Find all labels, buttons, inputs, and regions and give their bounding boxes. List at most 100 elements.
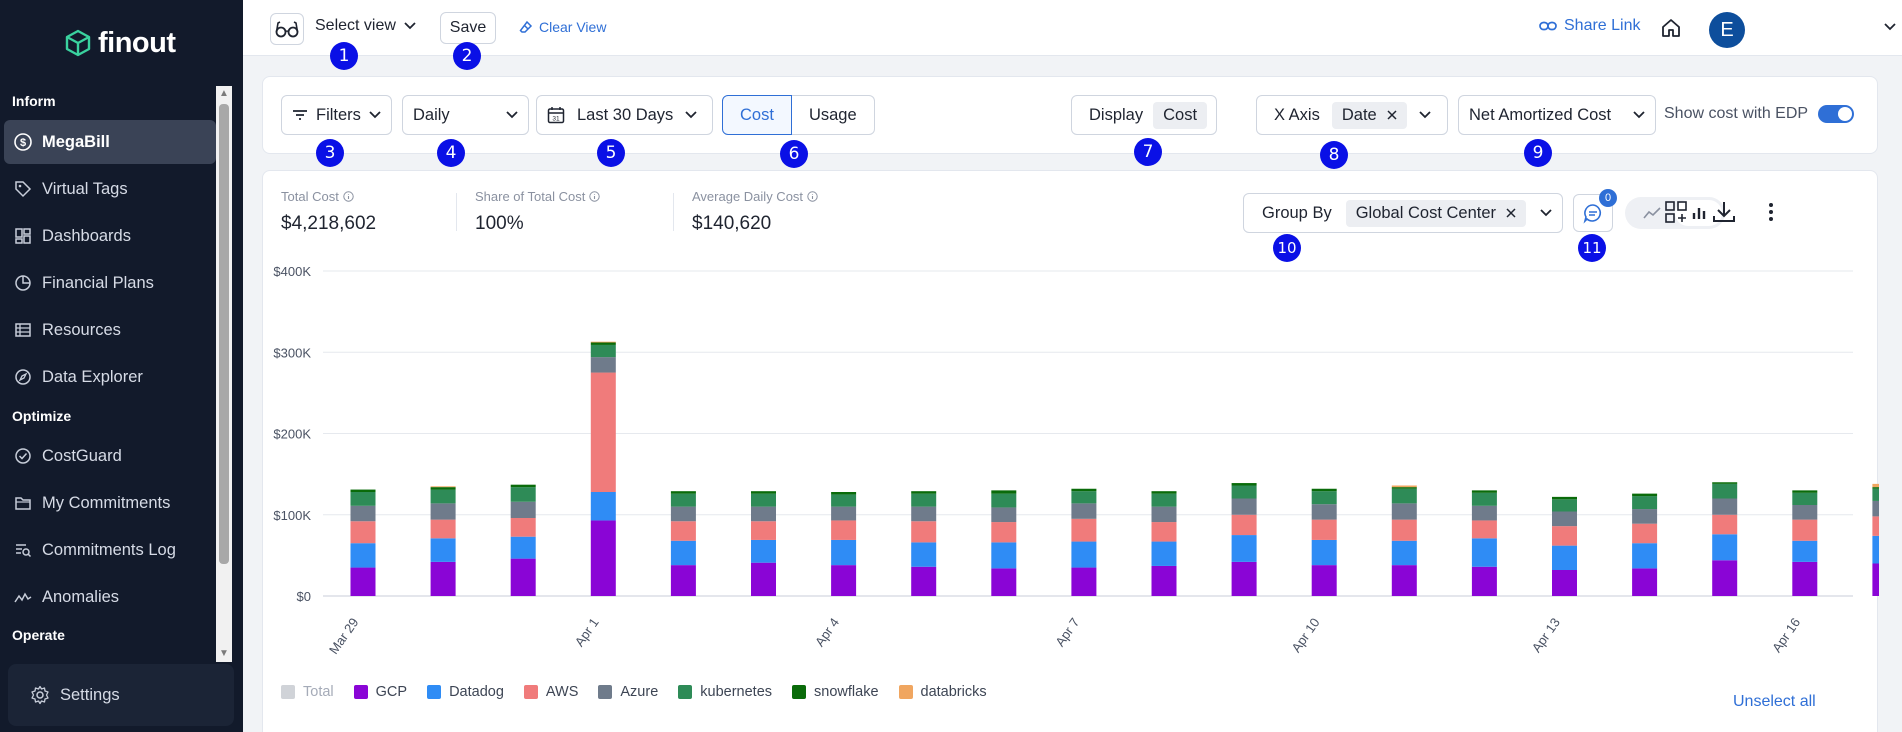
chevron-down-icon[interactable]: [1883, 20, 1897, 34]
bar-segment-datadog: [1872, 535, 1879, 564]
bar-segment-azure: [911, 506, 937, 522]
bar-segment-datadog: [1391, 540, 1417, 566]
bar-segment-gcp: [1391, 565, 1417, 596]
tag-icon: [15, 181, 32, 198]
x-tick-label: Apr 1: [572, 615, 602, 649]
bar-segment-datadog: [1471, 538, 1497, 567]
legend-item[interactable]: Total: [281, 684, 334, 700]
group-by-value-chip: Global Cost Center: [1345, 199, 1527, 227]
x-tick-label: Mar 29: [326, 615, 361, 657]
section-optimize: Optimize: [12, 408, 72, 424]
bar-segment-aws: [1071, 518, 1097, 542]
legend-item[interactable]: Azure: [598, 684, 658, 700]
bar-segment-snowflake: [1792, 490, 1818, 493]
sidebar-item-anomalies[interactable]: Anomalies: [4, 575, 216, 619]
scroll-thumb[interactable]: [219, 104, 229, 564]
bar-segment-azure: [1632, 509, 1658, 524]
sidebar-item-my-commitments[interactable]: My Commitments: [4, 481, 216, 525]
stat-value: 100%: [475, 213, 524, 234]
display-select[interactable]: Display Cost: [1071, 95, 1217, 135]
sidebar-item-resources[interactable]: Resources: [4, 308, 216, 352]
sidebar-item-data-explorer[interactable]: Data Explorer: [4, 355, 216, 399]
close-icon[interactable]: [1506, 208, 1516, 218]
granularity-select[interactable]: Daily: [402, 95, 529, 135]
bar-segment-aws: [751, 521, 776, 540]
chevron-down-icon: [404, 22, 416, 30]
x-axis-value-chip: Date: [1331, 101, 1407, 129]
bar-segment-snowflake: [831, 492, 857, 495]
svg-text:$: $: [20, 137, 26, 149]
legend-item[interactable]: Datadog: [427, 684, 504, 700]
bar-segment-gcp: [1311, 565, 1337, 596]
tab-cost[interactable]: Cost: [722, 95, 792, 135]
more-vertical-icon[interactable]: [1758, 199, 1784, 225]
folder-icon: [15, 497, 31, 510]
stat-share-label-row: Share of Total Cost: [475, 189, 601, 204]
legend-label: kubernetes: [700, 684, 773, 700]
view-glasses-button[interactable]: [270, 13, 304, 45]
add-to-dashboard-icon[interactable]: [1663, 199, 1689, 225]
bar-segment-databricks: [1872, 483, 1879, 488]
group-by-select[interactable]: Group By Global Cost Center: [1243, 193, 1564, 233]
bar-segment-gcp: [831, 565, 857, 596]
glasses-icon: [275, 21, 299, 38]
info-icon[interactable]: [589, 191, 601, 202]
legend-item[interactable]: databricks: [898, 684, 987, 700]
user-avatar[interactable]: E: [1709, 12, 1745, 48]
sidebar-item-dashboards[interactable]: Dashboards: [4, 214, 216, 258]
scroll-up-arrow-icon[interactable]: ▲: [219, 88, 229, 99]
sidebar-item-virtual-tags[interactable]: Virtual Tags: [4, 167, 216, 211]
settings-button[interactable]: Settings: [8, 664, 234, 726]
share-link-button[interactable]: Share Link: [1539, 17, 1641, 35]
bar-segment-azure: [831, 506, 857, 521]
legend-item[interactable]: kubernetes: [678, 684, 772, 700]
bar-segment-kubernetes: [670, 493, 696, 507]
comments-button[interactable]: [1573, 194, 1613, 232]
date-range-select[interactable]: 31 Last 30 Days: [536, 95, 713, 135]
chart-card: Total Cost $4,218,602 Share of Total Cos…: [262, 170, 1879, 732]
bar-segment-aws: [1151, 522, 1177, 542]
legend-item[interactable]: snowflake: [792, 684, 879, 700]
clear-view-button[interactable]: Clear View: [519, 19, 606, 35]
x-tick-label: Apr 7: [1052, 615, 1082, 649]
bar-segment-kubernetes: [991, 493, 1017, 508]
home-icon[interactable]: [1659, 16, 1683, 40]
sidebar-item-costguard[interactable]: CostGuard: [4, 434, 216, 478]
bar-segment-kubernetes: [350, 492, 376, 506]
line-chart-option[interactable]: [1628, 200, 1675, 226]
x-axis-select[interactable]: X Axis Date: [1256, 95, 1448, 135]
bar-segment-kubernetes: [1471, 492, 1497, 506]
sidebar-item-commitments-log[interactable]: Commitments Log: [4, 528, 216, 572]
edp-toggle[interactable]: [1818, 105, 1855, 123]
stat-average-daily: Average Daily Cost $140,620: [692, 189, 818, 235]
save-button[interactable]: Save: [440, 12, 496, 44]
sidebar-item-megabill[interactable]: $ MegaBill: [4, 120, 216, 164]
bar-segment-aws: [510, 518, 536, 537]
legend-label: snowflake: [814, 684, 879, 700]
scroll-down-arrow-icon[interactable]: ▼: [219, 648, 229, 659]
legend-swatch: [427, 685, 442, 699]
close-icon[interactable]: [1387, 110, 1397, 120]
group-by-value: Global Cost Center: [1355, 203, 1497, 222]
info-icon[interactable]: [807, 191, 818, 202]
legend-swatch: [678, 685, 693, 699]
y-tick-label: $200K: [273, 427, 311, 442]
legend-item[interactable]: AWS: [523, 684, 578, 700]
download-icon[interactable]: [1711, 199, 1737, 225]
top-bar: Select view Save Clear View Share Link E: [243, 0, 1902, 56]
legend-item[interactable]: GCP: [353, 684, 408, 700]
filters-button[interactable]: Filters: [281, 95, 392, 135]
tab-usage[interactable]: Usage: [791, 95, 875, 135]
sidebar-scrollbar[interactable]: ▲ ▼: [216, 86, 232, 662]
unselect-all-link[interactable]: Unselect all: [1733, 693, 1816, 710]
cost-type-select[interactable]: Net Amortized Cost: [1458, 95, 1656, 135]
bar-segment-azure: [1391, 503, 1417, 520]
finout-logo[interactable]: finout: [64, 26, 176, 60]
legend-label: GCP: [375, 684, 408, 700]
sidebar-item-financial-plans[interactable]: Financial Plans: [4, 261, 216, 305]
display-label: Display: [1089, 105, 1144, 124]
select-view-dropdown[interactable]: Select view: [315, 17, 416, 35]
info-icon[interactable]: [343, 191, 354, 202]
step-marker-1: 1: [330, 42, 358, 70]
bar-segment-aws: [831, 520, 857, 540]
